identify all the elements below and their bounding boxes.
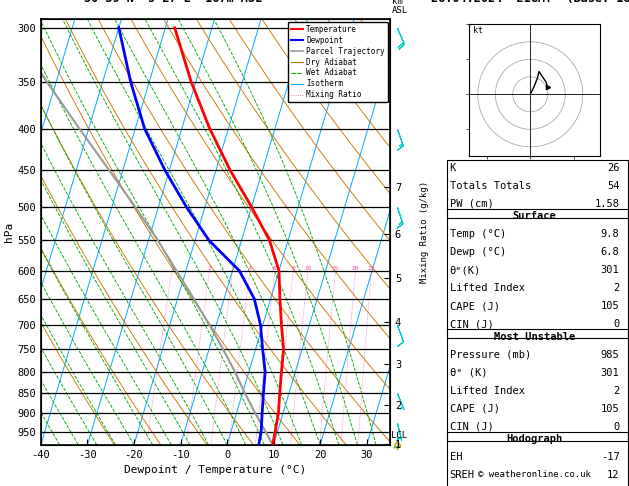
Text: -17: -17	[601, 452, 620, 462]
Text: Pressure (mb): Pressure (mb)	[450, 350, 531, 360]
Text: 301: 301	[601, 265, 620, 275]
Text: 50°39'N  5°27'E  167m ASL: 50°39'N 5°27'E 167m ASL	[84, 0, 262, 5]
Text: 54: 54	[607, 181, 620, 191]
Text: Lifted Index: Lifted Index	[450, 386, 525, 396]
Text: Mixing Ratio (g/kg): Mixing Ratio (g/kg)	[420, 181, 429, 283]
Text: 20: 20	[352, 266, 359, 271]
Text: 25: 25	[368, 266, 376, 271]
Text: Most Unstable: Most Unstable	[494, 332, 576, 342]
Text: 3: 3	[231, 266, 235, 271]
Text: 12: 12	[607, 470, 620, 480]
Text: 985: 985	[601, 350, 620, 360]
Text: 1.58: 1.58	[594, 199, 620, 209]
Text: 15: 15	[331, 266, 339, 271]
Text: LCL: LCL	[391, 431, 408, 440]
Text: Lifted Index: Lifted Index	[450, 283, 525, 293]
Text: 0: 0	[613, 319, 620, 329]
Text: 1: 1	[170, 266, 174, 271]
Text: PW (cm): PW (cm)	[450, 199, 494, 209]
Text: Totals Totals: Totals Totals	[450, 181, 531, 191]
Y-axis label: hPa: hPa	[4, 222, 14, 242]
X-axis label: Dewpoint / Temperature (°C): Dewpoint / Temperature (°C)	[125, 465, 306, 475]
Text: Hodograph: Hodograph	[506, 434, 563, 444]
Text: CIN (J): CIN (J)	[450, 319, 494, 329]
Text: 0: 0	[613, 422, 620, 432]
Text: EH: EH	[450, 452, 462, 462]
Text: 6: 6	[273, 266, 277, 271]
Text: θᵉ(K): θᵉ(K)	[450, 265, 481, 275]
Text: 26.04.2024  21GMT  (Base: 18): 26.04.2024 21GMT (Base: 18)	[431, 0, 629, 5]
Text: θᵉ (K): θᵉ (K)	[450, 368, 487, 378]
Text: CAPE (J): CAPE (J)	[450, 301, 499, 311]
Text: CAPE (J): CAPE (J)	[450, 404, 499, 414]
Text: kt: kt	[472, 26, 482, 35]
Text: K: K	[450, 163, 456, 173]
Text: 2: 2	[613, 283, 620, 293]
Legend: Temperature, Dewpoint, Parcel Trajectory, Dry Adiabat, Wet Adiabat, Isotherm, Mi: Temperature, Dewpoint, Parcel Trajectory…	[287, 22, 387, 102]
Text: 9.8: 9.8	[601, 229, 620, 239]
Text: km
ASL: km ASL	[392, 0, 408, 15]
Text: 8: 8	[291, 266, 295, 271]
Text: © weatheronline.co.uk: © weatheronline.co.uk	[478, 469, 591, 479]
Text: 10: 10	[304, 266, 312, 271]
Text: Surface: Surface	[513, 211, 557, 221]
Text: 2: 2	[613, 386, 620, 396]
Text: Dewp (°C): Dewp (°C)	[450, 247, 506, 257]
Text: SREH: SREH	[450, 470, 475, 480]
Text: 4: 4	[248, 266, 252, 271]
Text: 301: 301	[601, 368, 620, 378]
Text: 105: 105	[601, 404, 620, 414]
Text: 26: 26	[607, 163, 620, 173]
Text: 105: 105	[601, 301, 620, 311]
Text: 6.8: 6.8	[601, 247, 620, 257]
Text: 2: 2	[208, 266, 211, 271]
Text: Temp (°C): Temp (°C)	[450, 229, 506, 239]
Text: CIN (J): CIN (J)	[450, 422, 494, 432]
